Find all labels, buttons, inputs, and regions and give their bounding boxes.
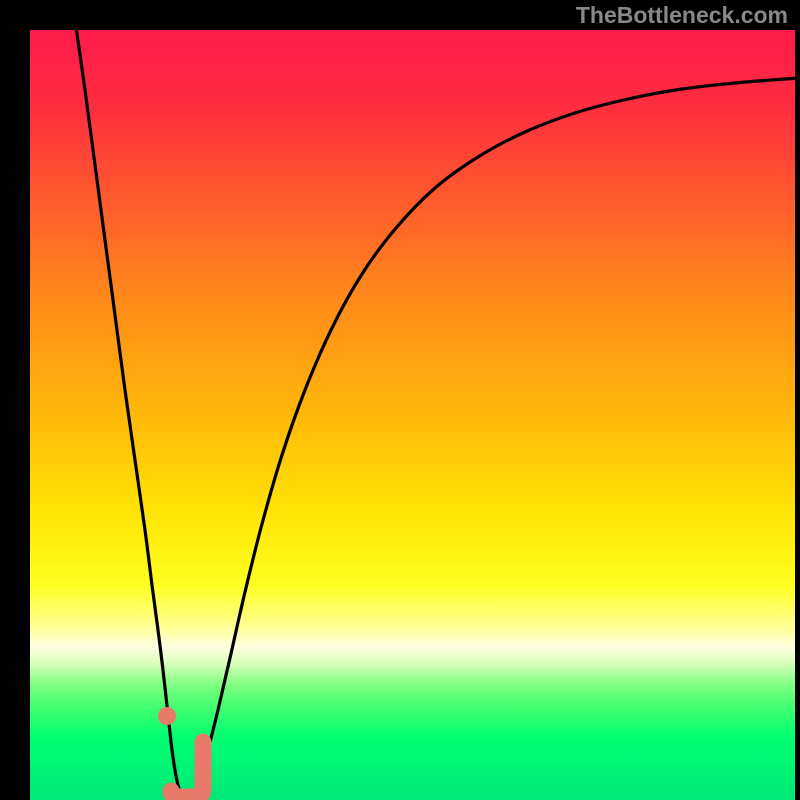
bottleneck-curve xyxy=(75,30,795,799)
watermark-text: TheBottleneck.com xyxy=(576,2,788,29)
marker-dot xyxy=(158,707,176,725)
chart-curve-layer xyxy=(30,30,795,800)
chart-plot-area xyxy=(30,30,795,800)
